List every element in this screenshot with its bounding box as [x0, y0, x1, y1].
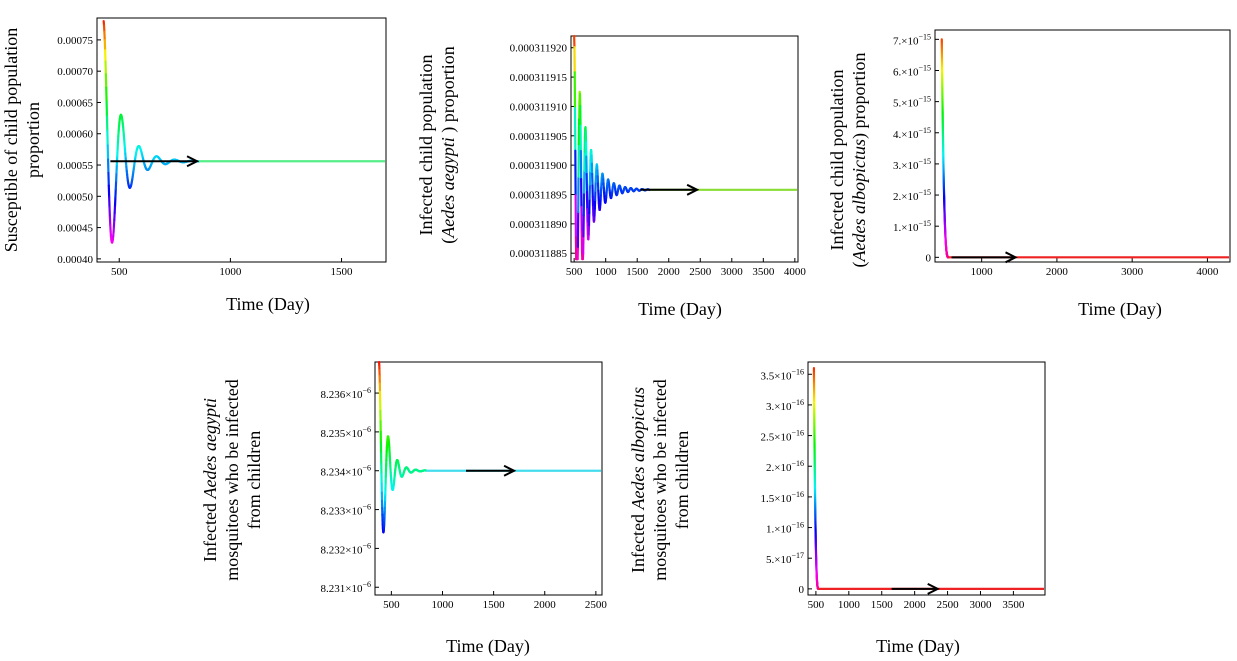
x-tick-label: 1500 — [331, 266, 354, 278]
x-tick-label: 2000 — [658, 266, 681, 278]
y-tick-label: 3.×10−16 — [766, 398, 804, 413]
x-axis-label: Time (Day) — [638, 299, 722, 320]
x-tick-label: 2000 — [904, 599, 927, 611]
y-axis-label-line: (Aedes albopictus) proportion — [849, 53, 870, 268]
y-axis-label-line: Infected Aedes albopictus — [628, 387, 648, 573]
y-tick-label: 8.231×10−6 — [321, 580, 371, 595]
chart-4: 8.231×10−6 8.232×10−6 8.233×10−6 8.234×10−6… — [200, 360, 608, 657]
x-tick-label: 2500 — [585, 599, 608, 611]
x-tick-label: 1000 — [431, 599, 454, 611]
y-tick-label: 2.5×10−16 — [761, 429, 804, 444]
y-tick-label: 8.234×10−6 — [321, 464, 371, 479]
y-tick-label: 2.×10−15 — [893, 188, 931, 203]
y-tick-label: 1.×10−15 — [893, 219, 931, 234]
y-tick-label: 0.000311905 — [510, 131, 568, 143]
chart-5: 0 5.×10−17 1.×10−16 1.5×10−16 2.×10−16 2.5×10… — [628, 361, 1046, 657]
y-axis-label-line: Susceptible of child population — [1, 28, 21, 252]
y-axis-label-line: from children — [244, 431, 264, 529]
x-tick-label: 4000 — [1196, 266, 1219, 278]
x-tick-label: 500 — [383, 599, 400, 611]
y-axis-label-line: mosquitoes who be infected — [222, 379, 242, 580]
y-tick-label: 0 — [799, 584, 805, 596]
x-axis-label: Time (Day) — [1078, 299, 1162, 320]
y-tick-label: 0.00075 — [57, 35, 93, 47]
y-tick-label: 0.000311890 — [510, 219, 568, 231]
y-axis-label-line: Infected child population — [416, 55, 436, 236]
y-tick-label: 0.00045 — [57, 223, 93, 235]
plot-frame — [96, 17, 387, 263]
y-tick-label: 0.000311895 — [510, 189, 568, 201]
arrow-head — [186, 155, 200, 168]
chart-1: 0.00040 0.00045 0.00050 0.00055 0.00060 0.000… — [1, 17, 387, 315]
x-tick-label: 2500 — [689, 266, 712, 278]
y-tick-label: 0.000311915 — [510, 72, 568, 84]
y-axis-label-line: from children — [672, 431, 692, 529]
x-tick-label: 3500 — [1002, 599, 1025, 611]
y-axis-label-line: (Aedes aegypti ) proportion — [438, 46, 459, 243]
y-tick-label: 0.00070 — [57, 66, 93, 78]
x-tick-label: 500 — [566, 266, 583, 278]
x-tick-label: 3000 — [1121, 266, 1144, 278]
chart-2: 0.000311885 0.000311890 0.000311895 0.00031… — [416, 34, 807, 320]
x-tick-label: 1500 — [483, 599, 506, 611]
y-tick-label: 8.235×10−6 — [321, 425, 371, 440]
y-axis-label-line: Infected Aedes aegypti — [200, 398, 220, 562]
y-tick-label: 0.00060 — [57, 129, 93, 141]
y-tick-label: 8.232×10−6 — [321, 541, 371, 556]
x-tick-label: 3000 — [969, 599, 992, 611]
y-tick-label: 8.236×10−6 — [321, 386, 371, 401]
y-axis-label-line: Infected child population — [827, 70, 847, 251]
y-tick-label: 4.×10−15 — [893, 126, 931, 141]
plot-frame — [570, 35, 799, 263]
y-tick-label: 0.00040 — [57, 254, 93, 266]
x-tick-label: 1500 — [626, 266, 649, 278]
y-axis-label-line: proportion — [23, 102, 43, 178]
x-tick-label: 1000 — [838, 599, 861, 611]
y-tick-label: 5.×10−15 — [893, 95, 931, 110]
x-tick-label: 2000 — [534, 599, 557, 611]
y-tick-label: 0.000311920 — [510, 43, 568, 55]
x-axis-label: Time (Day) — [876, 636, 960, 657]
y-tick-label: 0.00050 — [57, 191, 93, 203]
y-tick-label: 0.000311900 — [510, 160, 568, 172]
x-tick-label: 2500 — [937, 599, 960, 611]
y-tick-label: 1.×10−16 — [766, 521, 804, 536]
y-tick-label: 0.000311885 — [510, 248, 568, 260]
x-axis-label: Time (Day) — [226, 294, 310, 315]
y-tick-label: 1.5×10−16 — [761, 490, 804, 505]
y-tick-label: 6.×10−15 — [893, 63, 931, 78]
plot-frame — [934, 29, 1231, 263]
x-tick-label: 1000 — [219, 266, 242, 278]
plot-frame — [807, 361, 1046, 596]
x-tick-label: 1500 — [871, 599, 894, 611]
x-tick-label: 1000 — [595, 266, 618, 278]
x-tick-label: 3500 — [752, 266, 775, 278]
y-tick-label: 3.×10−15 — [893, 157, 931, 172]
y-tick-label: 5.×10−17 — [766, 551, 804, 566]
x-tick-label: 500 — [808, 599, 825, 611]
arrow-head — [503, 464, 517, 477]
arrow-head — [1005, 251, 1018, 264]
y-tick-label: 0.00055 — [57, 160, 93, 172]
plot-frame — [374, 361, 603, 596]
y-tick-label: 2.×10−16 — [766, 459, 804, 474]
x-tick-label: 1000 — [971, 266, 994, 278]
x-tick-label: 500 — [111, 266, 128, 278]
arrow-head — [686, 183, 700, 196]
x-axis-label: Time (Day) — [446, 636, 530, 657]
x-tick-label: 4000 — [784, 266, 807, 278]
x-tick-label: 3000 — [721, 266, 744, 278]
chart-3: 0 1.×10−15 2.×10−15 3.×10−15 4.×10−15 5.×10−1… — [827, 29, 1231, 320]
y-tick-label: 0.000311910 — [510, 101, 568, 113]
y-tick-label: 8.233×10−6 — [321, 503, 371, 518]
y-tick-label: 0.00065 — [57, 97, 93, 109]
x-tick-label: 2000 — [1046, 266, 1069, 278]
y-axis-label-line: mosquitoes who be infected — [650, 379, 670, 580]
y-tick-label: 3.5×10−16 — [761, 367, 804, 382]
y-tick-label: 0 — [926, 252, 932, 264]
y-tick-label: 7.×10−15 — [893, 32, 931, 47]
arrow-head — [927, 582, 940, 595]
